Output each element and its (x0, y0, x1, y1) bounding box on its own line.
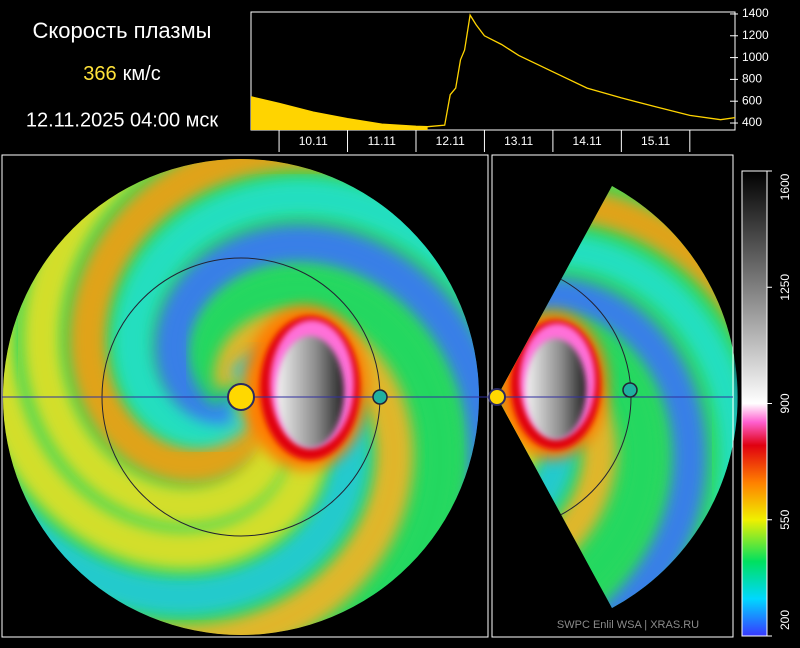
x-tick-label: 14.11 (573, 134, 602, 148)
spiral-arm (497, 277, 707, 608)
x-tick-label: 11.11 (368, 134, 397, 148)
x-tick-label: 15.11 (641, 134, 670, 148)
title: Скорость плазмы (33, 18, 212, 43)
sun (227, 383, 255, 411)
spiral-arm (86, 310, 414, 635)
colorbar-tick-label: 200 (778, 610, 792, 630)
datetime: 12.11.2025 04:00 мск (26, 109, 219, 131)
earth (622, 382, 638, 398)
colorbar-tick-label: 900 (778, 393, 792, 413)
speed-unit: км/с (123, 63, 161, 85)
area (251, 96, 428, 130)
colorbar (741, 170, 768, 637)
y-tick-label: 1400 (742, 6, 769, 20)
y-tick-label: 600 (742, 93, 762, 107)
speed-value: 366 (83, 63, 116, 85)
cme-core (276, 336, 344, 448)
spiral-arm (497, 187, 738, 442)
line (250, 13, 736, 128)
cme-core (525, 338, 587, 440)
y-tick-label: 800 (742, 72, 762, 86)
y-tick-label: 1000 (742, 50, 769, 64)
colorbar-tick-label: 1250 (778, 274, 792, 301)
y-tick-label: 1200 (742, 28, 769, 42)
speed-line: 366 км/с (83, 63, 160, 85)
x-tick-label: 13.11 (504, 134, 533, 148)
spiral-arm (113, 178, 479, 448)
credit: SWPC Enlil WSA | XRAS.RU (557, 619, 699, 631)
spiral-arm (154, 224, 479, 552)
plot-frame (250, 11, 736, 131)
x-tick-label: 10.11 (299, 134, 328, 148)
earth (372, 389, 388, 405)
left-frame (1, 154, 489, 638)
sun (488, 388, 506, 406)
spiral-arm (68, 159, 396, 484)
y-tick-label: 400 (742, 115, 762, 129)
colorbar-tick-label: 1600 (778, 173, 792, 200)
x-tick-label: 12.11 (436, 134, 465, 148)
colorbar-tick-label: 550 (778, 509, 792, 529)
spiral-arm (190, 269, 460, 635)
